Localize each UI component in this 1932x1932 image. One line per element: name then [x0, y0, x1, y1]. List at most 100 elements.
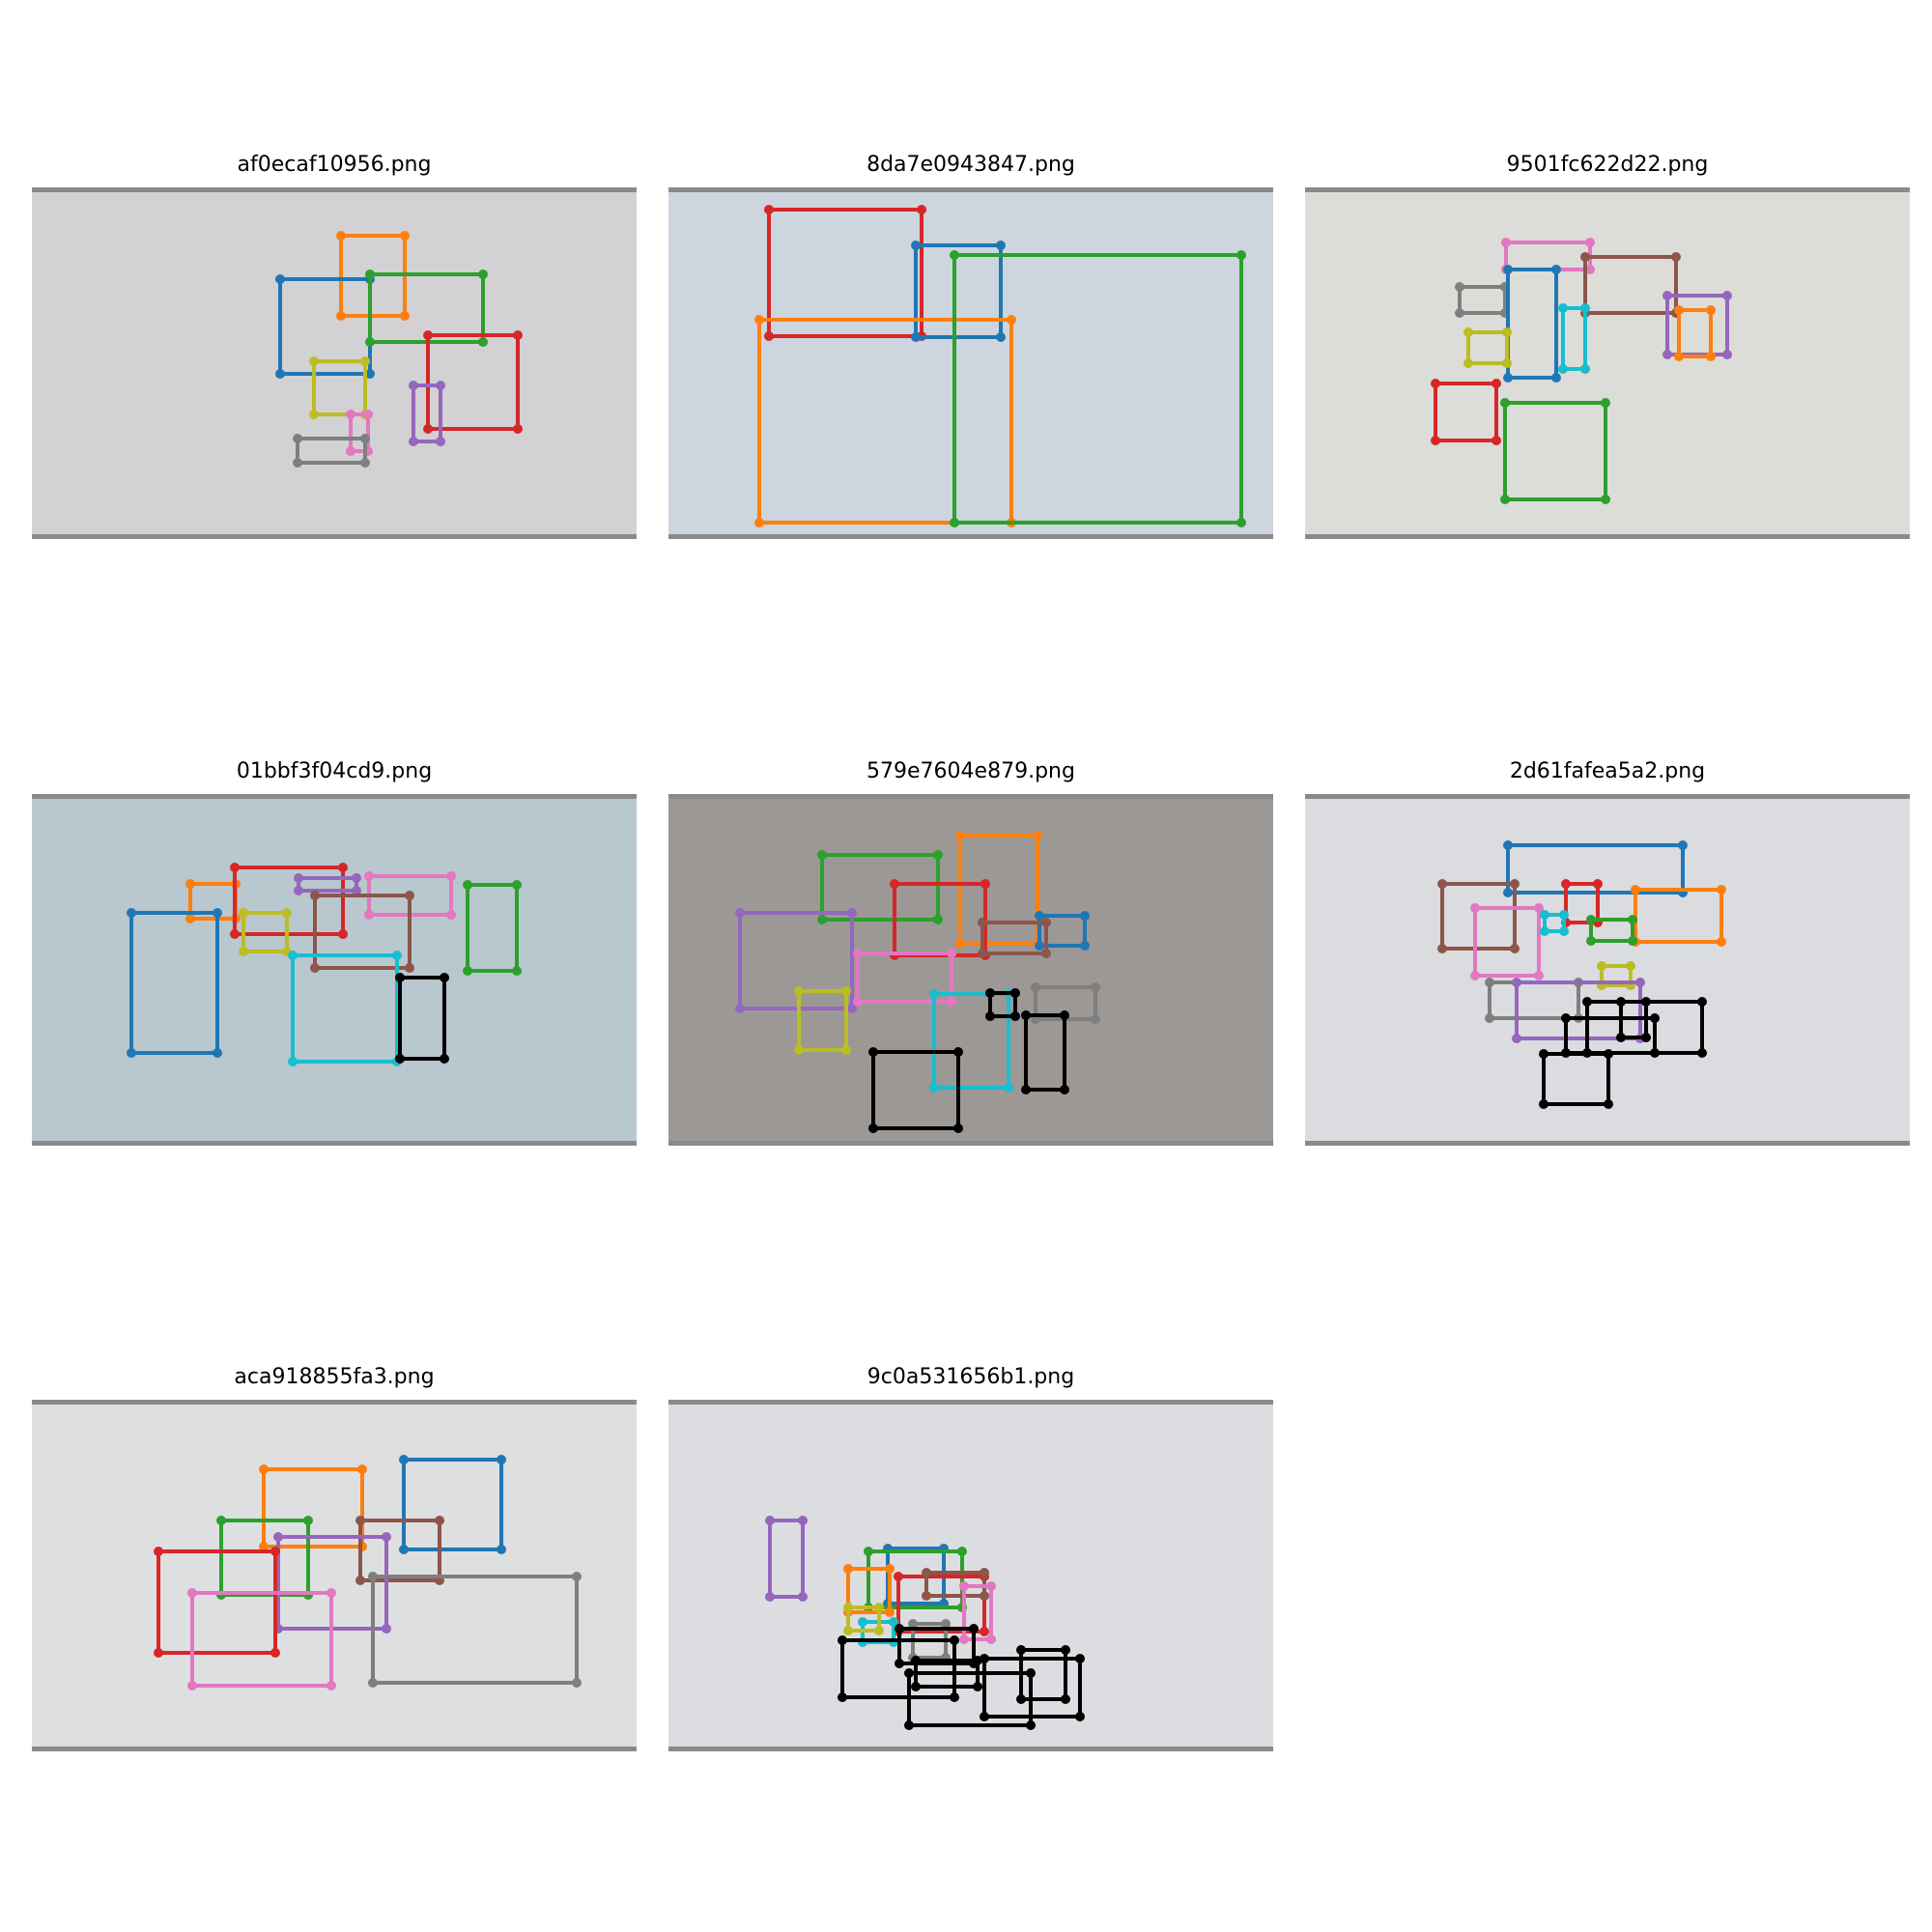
corner-marker	[908, 1619, 918, 1629]
corner-marker	[1540, 926, 1549, 936]
corner-marker	[1485, 978, 1494, 987]
bounding-box-cyan	[1558, 303, 1590, 374]
corner-marker	[446, 910, 456, 920]
bounding-box-gray	[293, 434, 370, 468]
corner-marker	[929, 989, 939, 999]
annotated-photo	[32, 794, 637, 1146]
corner-marker	[395, 973, 405, 982]
corner-marker	[1470, 971, 1480, 980]
corner-marker	[497, 1455, 506, 1464]
corner-marker	[360, 434, 370, 443]
corner-marker	[955, 939, 965, 949]
bounding-box-undefined	[1021, 1010, 1069, 1094]
corner-marker	[1007, 315, 1016, 325]
corner-marker	[1503, 373, 1513, 383]
corner-marker	[513, 424, 523, 434]
corner-marker	[889, 1617, 898, 1627]
corner-marker	[1616, 1033, 1626, 1042]
corner-marker	[1580, 252, 1590, 262]
corner-marker	[154, 1547, 163, 1556]
corner-marker	[1650, 1048, 1660, 1058]
corner-marker	[980, 1654, 989, 1663]
corner-marker	[127, 1048, 136, 1058]
corner-marker	[1500, 495, 1510, 504]
bounding-box-undefined	[1539, 1049, 1613, 1109]
corner-marker	[1060, 1085, 1069, 1094]
bounding-box-purple	[294, 873, 361, 895]
corner-marker	[1722, 291, 1732, 300]
corner-marker	[270, 1648, 280, 1658]
corner-marker	[213, 1048, 222, 1058]
corner-marker	[368, 1572, 378, 1581]
bounding-box-green	[463, 880, 522, 976]
corner-marker	[1580, 303, 1590, 313]
bounding-box-red	[154, 1547, 280, 1658]
corner-marker	[847, 1004, 857, 1013]
corner-marker	[288, 1057, 298, 1066]
annotated-photo	[1305, 187, 1910, 539]
corner-marker	[310, 963, 320, 973]
corner-marker	[1463, 327, 1473, 337]
corner-marker	[798, 1592, 808, 1602]
bounding-box-pink	[187, 1588, 336, 1690]
corner-marker	[764, 331, 774, 341]
bbox-overlay	[1437, 840, 1726, 1109]
corner-marker	[947, 949, 956, 958]
corner-marker	[853, 997, 863, 1007]
corner-marker	[187, 1588, 197, 1598]
corner-marker	[794, 986, 804, 996]
corner-marker	[1502, 327, 1512, 337]
corner-marker	[1080, 911, 1090, 921]
corner-marker	[1431, 379, 1440, 388]
corner-marker	[1551, 265, 1561, 274]
corner-marker	[1582, 997, 1592, 1007]
corner-marker	[754, 315, 764, 325]
corner-marker	[929, 1083, 939, 1093]
corner-marker	[1010, 1011, 1020, 1021]
bounding-box-green	[1500, 398, 1610, 504]
corner-marker	[885, 1564, 895, 1574]
corner-marker	[1075, 1712, 1085, 1721]
bounding-box-red	[230, 863, 348, 939]
corner-marker	[364, 910, 374, 920]
bounding-box-blue	[127, 908, 222, 1058]
corner-marker	[572, 1572, 582, 1581]
corner-marker	[352, 873, 361, 883]
corner-marker	[309, 356, 319, 366]
corner-marker	[1678, 840, 1688, 850]
corner-marker	[843, 1564, 853, 1574]
panel-title: 8da7e0943847.png	[867, 153, 1075, 177]
corner-marker	[1561, 879, 1571, 889]
bounding-box-blue	[911, 241, 1006, 342]
corner-marker	[1503, 265, 1513, 274]
corner-marker	[980, 1568, 989, 1577]
corner-marker	[911, 1682, 921, 1691]
corner-marker	[355, 1576, 365, 1585]
corner-marker	[986, 1581, 996, 1591]
corner-marker	[864, 1547, 873, 1556]
corner-marker	[239, 908, 248, 918]
corner-marker	[1492, 436, 1501, 445]
corner-marker	[868, 1123, 878, 1133]
bounding-box-purple	[765, 1516, 808, 1602]
corner-marker	[1534, 903, 1544, 913]
corner-marker	[978, 918, 987, 927]
corner-marker	[436, 381, 445, 390]
corner-marker	[950, 1635, 959, 1645]
corner-marker	[355, 1516, 365, 1525]
corner-marker	[817, 915, 827, 924]
corner-marker	[1503, 840, 1513, 850]
corner-marker	[895, 1659, 904, 1668]
bounding-box-red	[1431, 379, 1501, 445]
corner-marker	[275, 369, 285, 379]
corner-marker	[1510, 879, 1520, 889]
corner-marker	[338, 863, 348, 872]
corner-marker	[1080, 941, 1090, 951]
corner-marker	[874, 1626, 884, 1635]
corner-marker	[357, 1464, 367, 1474]
corner-marker	[400, 231, 410, 241]
annotated-photo	[1305, 794, 1910, 1146]
corner-marker	[843, 1603, 853, 1612]
corner-marker	[368, 1678, 378, 1688]
corner-marker	[895, 1624, 904, 1634]
